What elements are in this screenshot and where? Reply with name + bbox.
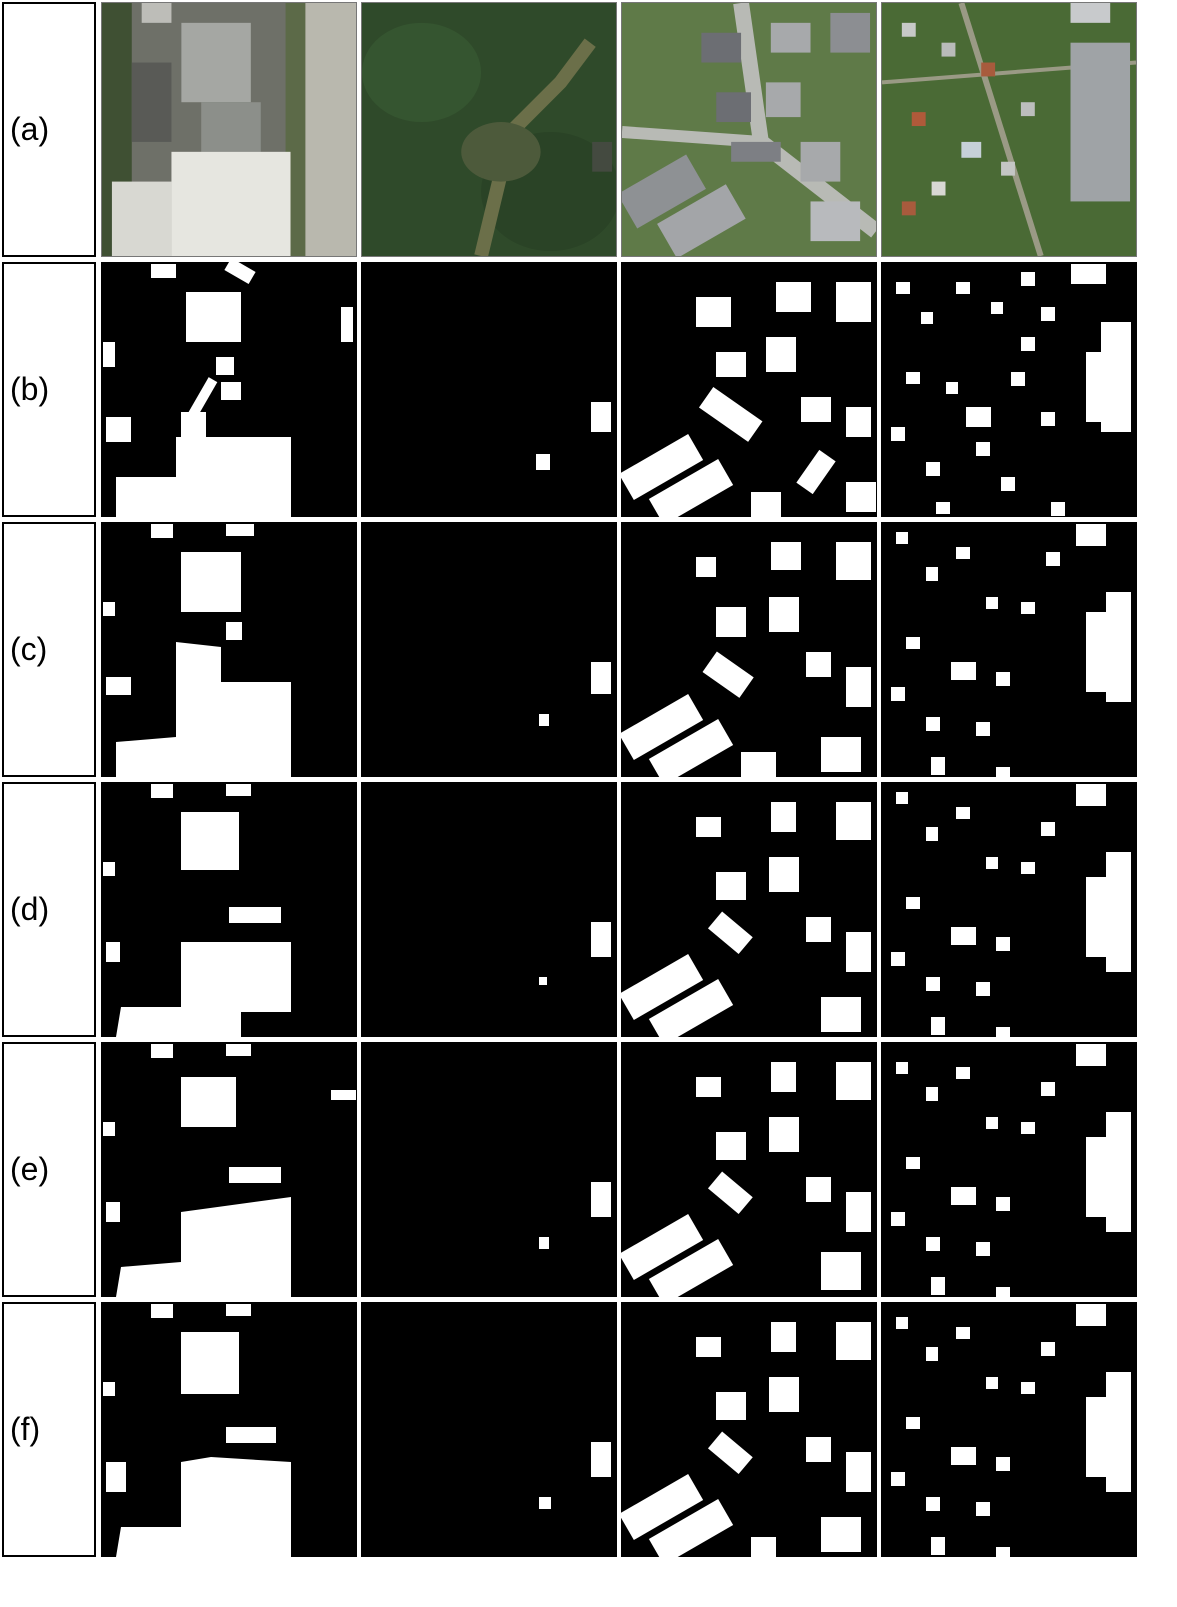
row-label-c: (c)	[2, 522, 96, 777]
aerial-image-residential-suburban	[881, 2, 1137, 257]
prediction-mask-residential-suburban	[881, 522, 1137, 777]
ground-truth-mask-forest	[361, 262, 617, 517]
row-label-text: (a)	[10, 111, 50, 147]
prediction-mask-forest	[361, 1302, 617, 1557]
prediction-mask-forest	[361, 522, 617, 777]
ground-truth-mask-residential-dense	[621, 262, 877, 517]
prediction-mask-forest	[361, 782, 617, 1037]
prediction-mask-residential-suburban	[881, 1042, 1137, 1297]
prediction-mask-residential-suburban	[881, 1302, 1137, 1557]
row-label-e: (e)	[2, 1042, 96, 1297]
ground-truth-mask-industrial	[101, 262, 357, 517]
prediction-mask-residential-suburban	[881, 782, 1137, 1037]
row-label-a: (a)	[2, 2, 96, 257]
aerial-image-industrial	[101, 2, 357, 257]
row-label-text: (d)	[10, 891, 50, 927]
row-label-text: (c)	[10, 631, 48, 667]
row-label-text: (b)	[10, 371, 50, 407]
row-label-text: (e)	[10, 1151, 50, 1187]
prediction-mask-residential-dense	[621, 522, 877, 777]
aerial-image-residential-dense	[621, 2, 877, 257]
prediction-mask-residential-dense	[621, 1302, 877, 1557]
aerial-image-forest	[361, 2, 617, 257]
prediction-mask-industrial	[101, 1302, 357, 1557]
ground-truth-mask-residential-suburban	[881, 262, 1137, 517]
row-label-f: (f)	[2, 1302, 96, 1557]
prediction-mask-residential-dense	[621, 782, 877, 1037]
row-label-text: (f)	[10, 1411, 41, 1447]
prediction-mask-forest	[361, 1042, 617, 1297]
prediction-mask-residential-dense	[621, 1042, 877, 1297]
prediction-mask-industrial	[101, 1042, 357, 1297]
prediction-mask-industrial	[101, 522, 357, 777]
row-label-d: (d)	[2, 782, 96, 1037]
row-label-b: (b)	[2, 262, 96, 517]
prediction-mask-industrial	[101, 782, 357, 1037]
